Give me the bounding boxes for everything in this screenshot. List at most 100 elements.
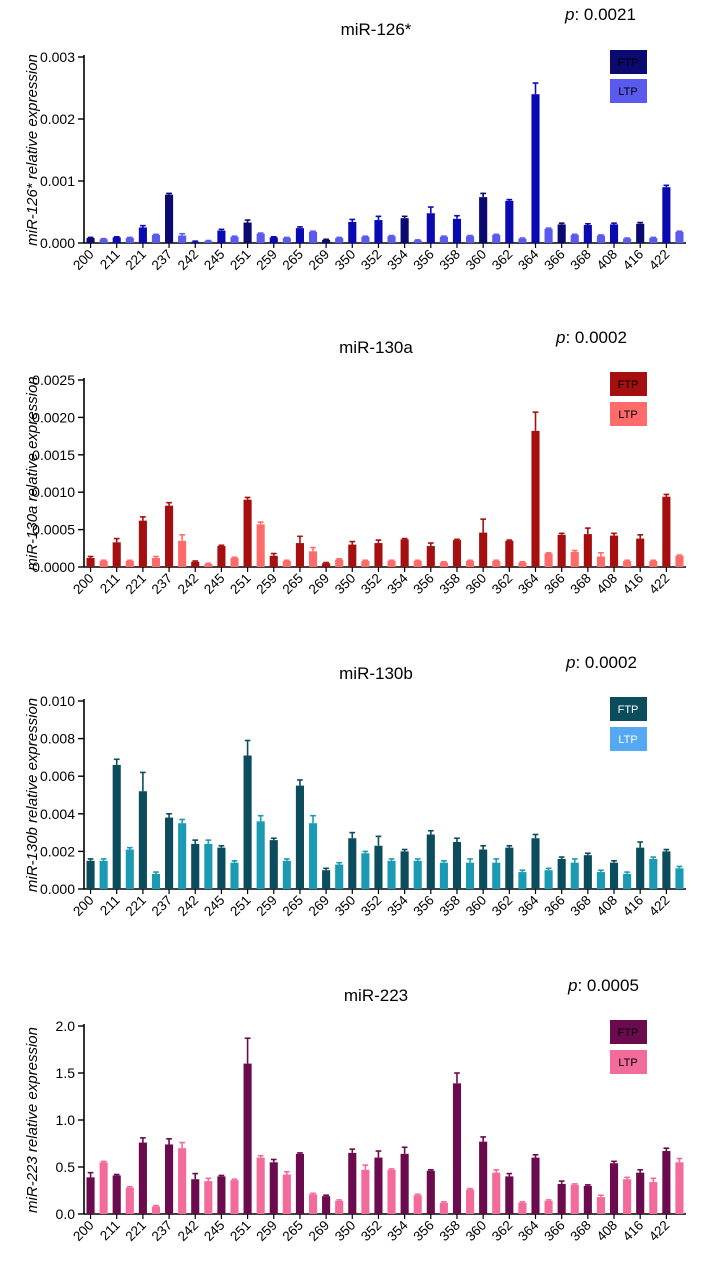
legend-swatch-ftp [610,372,647,396]
bar-ltp-360 [492,234,501,243]
bar-ftp-360 [479,197,488,243]
legend-swatch-ltp [610,79,647,103]
bar-ltp-364 [544,553,553,567]
bar-ftp-265 [295,228,304,243]
bar-ltp-422 [675,1162,684,1214]
bar-ltp-265 [308,1194,318,1214]
x-tick-label: 408 [594,571,621,598]
bar-ftp-251 [243,499,252,567]
y-tick-label: 1.0 [56,1112,76,1128]
x-tick-label: 408 [594,1218,621,1245]
bar-ftp-368 [583,534,592,567]
x-tick-label: 360 [463,1218,490,1245]
x-tick-label: 245 [201,571,228,598]
y-tick-label: 0.0000 [32,559,75,575]
bar-ftp-200 [86,1177,95,1214]
x-tick-label: 408 [594,893,621,920]
x-tick-label: 360 [463,571,490,598]
x-tick-label: 352 [358,1218,385,1245]
bar-ltp-251 [256,524,265,567]
legend-swatch-ftp [610,50,647,74]
x-tick-label: 259 [253,1218,280,1245]
y-tick-label: 0.0025 [32,372,75,388]
x-tick-label: 269 [306,1218,333,1245]
bar-ftp-259 [269,555,278,567]
bar-ftp-211 [112,542,121,567]
bar-ftp-211 [112,764,121,889]
chart-mir130a: p: 0.0002 miR-130a miR-130a relative expr… [0,320,704,640]
x-tick-label: 211 [97,893,123,919]
y-tick-label: 0.000 [40,881,75,897]
bar-ftp-422 [662,851,671,889]
x-tick-label: 251 [227,247,254,274]
x-tick-label: 358 [437,893,464,920]
bar-ftp-354 [400,1153,409,1214]
bar-ftp-408 [609,535,619,567]
bar-ltp-358 [466,561,475,567]
bar-ltp-366 [570,862,579,889]
y-tick-label: 0.010 [40,693,75,709]
bar-ltp-350 [361,236,370,243]
bar-ftp-200 [86,238,95,243]
x-tick-label: 211 [97,1218,123,1244]
legend-label-ltp: LTP [618,1057,637,1069]
bar-ftp-211 [112,237,121,243]
bar-ftp-350 [348,221,357,243]
bar-ltp-200 [99,860,108,889]
x-tick-label: 237 [149,893,176,920]
bar-ltp-211 [125,561,134,567]
bar-ftp-200 [86,860,95,889]
bar-ftp-245 [217,546,226,567]
bar-ftp-368 [583,225,592,243]
x-tick-label: 245 [201,247,228,274]
x-tick-label: 352 [358,247,385,274]
bar-ltp-368 [596,872,605,889]
bar-ftp-364 [531,1157,540,1214]
bar-ltp-242 [204,241,213,243]
x-tick-label: 354 [384,570,411,597]
x-tick-label: 259 [253,893,280,920]
bar-ftp-362 [505,200,514,243]
bar-ltp-408 [623,873,632,889]
bar-ltp-265 [308,823,318,889]
x-tick-label: 242 [175,893,202,920]
y-tick-label: 0.0010 [32,484,75,500]
bar-ftp-242 [191,241,200,243]
bar-ltp-360 [492,1172,501,1214]
y-tick-label: 0.0005 [32,522,75,538]
x-tick-label: 265 [280,571,307,598]
bar-ftp-352 [374,1157,383,1214]
bar-ftp-245 [217,230,226,243]
y-tick-label: 0.004 [40,806,75,822]
y-tick-label: 0.000 [40,235,75,251]
bar-ftp-269 [322,1196,331,1214]
legend-label-ltp: LTP [618,409,637,421]
bar-ftp-350 [348,1152,357,1214]
bar-ftp-200 [86,558,95,567]
x-tick-label: 422 [646,1218,673,1245]
bar-ftp-360 [479,1141,488,1214]
p-value-label: p: 0.0002 [556,328,627,347]
x-tick-label: 259 [253,247,280,274]
bar-ltp-269 [335,864,344,889]
bar-ltp-350 [361,561,370,567]
x-tick-label: 416 [620,571,647,598]
bar-ftp-408 [609,224,619,243]
bar-ltp-360 [492,862,501,889]
bar-ltp-368 [596,556,605,567]
bar-ltp-237 [178,540,187,567]
x-tick-label: 354 [384,1217,411,1244]
x-tick-label: 251 [227,571,254,598]
bar-ftp-245 [217,847,226,889]
bar-ltp-237 [178,235,187,243]
bar-ltp-237 [178,1148,187,1214]
bar-ftp-242 [191,561,200,567]
y-tick-label: 0.002 [40,843,75,859]
bar-ftp-237 [165,817,174,889]
bar-ltp-352 [387,1169,396,1214]
x-tick-label: 221 [122,247,149,274]
x-tick-label: 265 [280,1218,307,1245]
bar-ftp-350 [348,544,357,567]
bar-ltp-360 [492,561,501,567]
x-tick-label: 350 [332,571,359,598]
